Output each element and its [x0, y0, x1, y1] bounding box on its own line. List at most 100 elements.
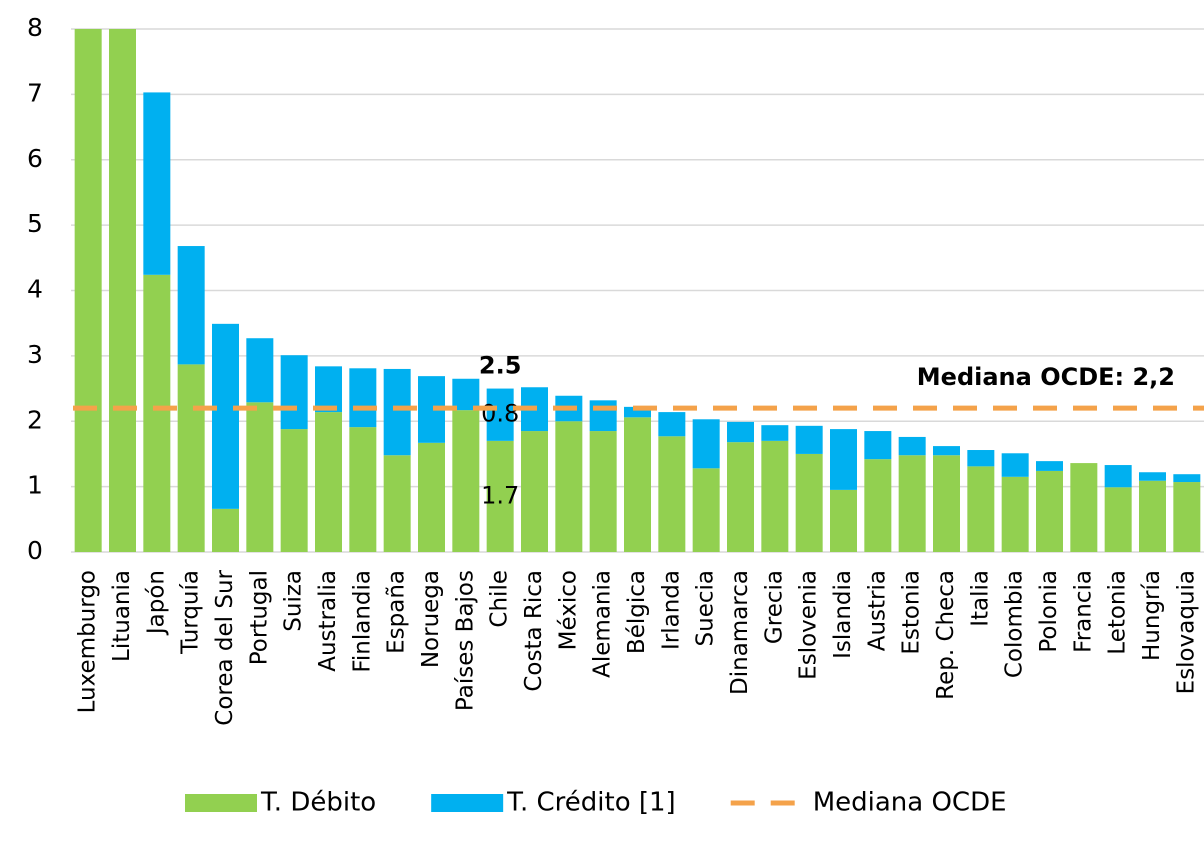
bar-segment: [761, 440, 789, 552]
x-tick-label: México: [555, 570, 581, 650]
bar-segment: [727, 421, 754, 443]
bar-segment: [177, 364, 205, 552]
x-tick-label: Chile: [487, 570, 513, 628]
bar-segment: [246, 402, 274, 552]
x-tick-label: Italia: [967, 570, 993, 627]
bar-segment: [1139, 480, 1166, 552]
bar-segment: [349, 427, 377, 552]
bar-segment: [658, 412, 686, 437]
bar-segment: [933, 446, 960, 456]
bar-segment: [212, 323, 239, 509]
x-tick-label: Turquía: [178, 570, 204, 655]
y-tick-label: 1: [27, 471, 43, 500]
bar-segment: [143, 92, 171, 275]
bar-segment: [933, 455, 960, 552]
bar-segment: [1036, 461, 1063, 471]
bar-segment: [1139, 472, 1166, 481]
bar-segment: [521, 431, 548, 552]
x-tick-label: Letonia: [1105, 570, 1131, 655]
bar-segment: [1001, 476, 1029, 552]
x-tick-label: Corea del Sur: [212, 569, 238, 725]
x-tick-label: Irlanda: [658, 570, 684, 650]
bar-segment: [246, 338, 274, 403]
x-tick-label: Australia: [315, 570, 341, 672]
legend-swatch: [431, 794, 504, 812]
data-label: 0.8: [481, 400, 519, 428]
bar-segment: [967, 466, 995, 552]
bar-segment: [452, 410, 480, 552]
x-tick-label: Japón: [143, 570, 169, 636]
x-tick-label: Francia: [1070, 570, 1096, 653]
x-tick-label: Finlandia: [349, 570, 375, 673]
legend-swatch: [185, 794, 257, 812]
bar-segment: [315, 366, 342, 413]
bar-segment: [658, 436, 686, 552]
bar-segment: [830, 429, 857, 490]
bar-segment: [452, 378, 480, 411]
x-tick-label: Luxemburgo: [75, 570, 101, 713]
bar-segment: [692, 468, 720, 552]
y-tick-label: 3: [27, 340, 43, 369]
x-tick-label: Grecia: [761, 570, 787, 644]
bar-segment: [898, 436, 926, 456]
legend-label: Mediana OCDE: [813, 788, 1007, 818]
x-tick-label: Colombia: [1002, 570, 1028, 678]
bar-segment: [74, 29, 102, 552]
x-tick-label: España: [384, 570, 410, 654]
x-tick-label: Portugal: [246, 570, 272, 665]
x-tick-label: Hungría: [1139, 570, 1165, 661]
y-tick-label: 2: [27, 405, 43, 434]
bar-segment: [1104, 487, 1132, 552]
x-tick-label: Dinamarca: [727, 570, 753, 695]
bar-segment: [1173, 474, 1201, 483]
bar-segment: [315, 412, 342, 552]
bar-segment: [727, 442, 754, 552]
x-tick-label: Suecia: [693, 570, 719, 646]
x-tick-label: Costa Rica: [521, 570, 547, 692]
median-label: Mediana OCDE: 2,2: [917, 363, 1175, 391]
bar-segment: [555, 421, 583, 552]
bar-segment: [589, 431, 617, 552]
x-tick-label: Polonia: [1036, 570, 1062, 653]
x-tick-label: Eslovenia: [796, 570, 822, 680]
x-tick-label: Estonia: [899, 570, 925, 655]
y-tick-label: 4: [27, 275, 43, 304]
bar-segment: [1036, 470, 1063, 552]
x-tick-label: Noruega: [418, 570, 444, 668]
y-tick-label: 6: [27, 144, 43, 173]
bar-segment: [280, 429, 308, 552]
x-tick-label: Lituania: [109, 570, 135, 662]
bar-segment: [212, 508, 239, 552]
total-label: 2.5: [479, 352, 522, 380]
bar-segment: [1001, 453, 1029, 477]
bar-segment: [1173, 482, 1201, 552]
bar-segment: [761, 425, 789, 441]
legend-label: T. Débito: [260, 788, 376, 818]
data-label: 1.7: [481, 481, 519, 509]
bar-segment: [864, 459, 892, 552]
bar-segment: [383, 368, 411, 456]
bar-segment: [1070, 463, 1098, 552]
bar-segment: [692, 419, 720, 469]
bar-segment: [1104, 465, 1132, 488]
x-tick-label: Suiza: [281, 570, 307, 632]
bar-segment: [486, 440, 514, 552]
bar-segment: [967, 450, 995, 467]
legend-label: T. Crédito [1]: [506, 788, 676, 818]
bar-segment: [864, 431, 892, 460]
y-tick-label: 5: [27, 209, 43, 238]
bar-segment: [143, 274, 171, 552]
bar-segment: [795, 425, 823, 454]
x-tick-label: Austria: [864, 570, 890, 651]
y-tick-label: 8: [27, 13, 43, 42]
bar-segment: [418, 442, 445, 552]
bar-segment: [486, 388, 514, 441]
bar-segment: [383, 455, 411, 552]
x-tick-label: Alemania: [590, 570, 616, 678]
bar-segment: [624, 406, 651, 418]
bar-segment: [589, 400, 617, 432]
x-tick-label: Islandia: [830, 570, 856, 659]
bar-segment: [177, 246, 205, 365]
y-tick-label: 7: [27, 78, 43, 107]
